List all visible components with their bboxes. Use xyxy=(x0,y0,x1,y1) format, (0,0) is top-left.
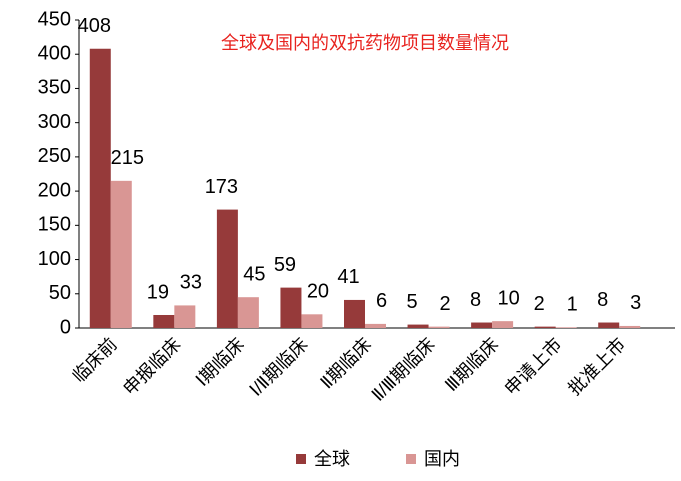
x-tick-label: Ⅲ期临床 xyxy=(441,334,502,395)
bar xyxy=(280,287,302,328)
value-label: 8 xyxy=(470,289,481,311)
value-label: 5 xyxy=(406,291,417,313)
value-label: 10 xyxy=(497,287,519,309)
value-label: 41 xyxy=(337,266,359,288)
y-tick-label: 400 xyxy=(38,43,71,65)
value-label: 8 xyxy=(597,289,608,311)
bar xyxy=(216,209,238,328)
bar xyxy=(174,305,196,328)
value-label: 59 xyxy=(274,254,296,276)
value-label: 408 xyxy=(78,15,111,37)
value-label: 173 xyxy=(205,176,238,198)
y-tick-label: 100 xyxy=(38,248,71,270)
x-tick-label: Ⅱ期临床 xyxy=(317,334,376,393)
x-tick-label: 申报临床 xyxy=(119,334,184,399)
bar xyxy=(407,324,429,328)
bar xyxy=(619,325,641,328)
value-label: 3 xyxy=(630,292,641,314)
y-tick-label: 450 xyxy=(38,8,71,30)
value-label: 215 xyxy=(111,147,144,169)
y-tick-label: 250 xyxy=(38,145,71,167)
y-tick-label: 0 xyxy=(60,316,71,338)
bar xyxy=(365,323,386,328)
legend-label: 全球 xyxy=(314,449,350,469)
legend-swatch xyxy=(406,454,416,464)
y-tick-label: 200 xyxy=(38,179,71,201)
bar xyxy=(534,326,556,328)
bar xyxy=(492,321,514,328)
bar xyxy=(301,314,323,328)
y-tick-label: 50 xyxy=(49,282,71,304)
bar xyxy=(344,299,365,328)
legend-swatch xyxy=(296,454,306,464)
value-label: 33 xyxy=(180,272,202,294)
y-tick-label: 300 xyxy=(38,111,71,133)
legend-label: 国内 xyxy=(424,449,460,469)
value-label: 2 xyxy=(534,293,545,315)
bar xyxy=(471,322,493,328)
value-label: 1 xyxy=(567,294,578,316)
value-label: 19 xyxy=(147,281,169,303)
value-label: 6 xyxy=(376,290,387,312)
x-tick-label: 批准上市 xyxy=(564,334,629,399)
y-tick-label: 350 xyxy=(38,77,71,99)
bar xyxy=(598,322,620,328)
x-tick-label: Ⅱ/Ⅲ期临床 xyxy=(368,334,439,405)
value-label: 2 xyxy=(439,293,450,315)
value-label: 45 xyxy=(243,263,265,285)
bar xyxy=(153,314,175,328)
bar xyxy=(428,326,450,328)
value-label: 20 xyxy=(307,281,329,303)
x-tick-label: Ⅰ期临床 xyxy=(192,334,248,390)
bar xyxy=(555,327,577,328)
chart-title: 全球及国内的双抗药物项目数量情况 xyxy=(221,33,509,53)
x-tick-label: 申请上市 xyxy=(501,334,566,399)
bar xyxy=(89,48,111,328)
bar xyxy=(110,180,132,328)
bar xyxy=(237,297,259,328)
x-tick-label: Ⅰ/Ⅱ期临床 xyxy=(246,334,312,400)
x-tick-label: 临床前 xyxy=(69,334,121,386)
y-tick-label: 150 xyxy=(38,214,71,236)
